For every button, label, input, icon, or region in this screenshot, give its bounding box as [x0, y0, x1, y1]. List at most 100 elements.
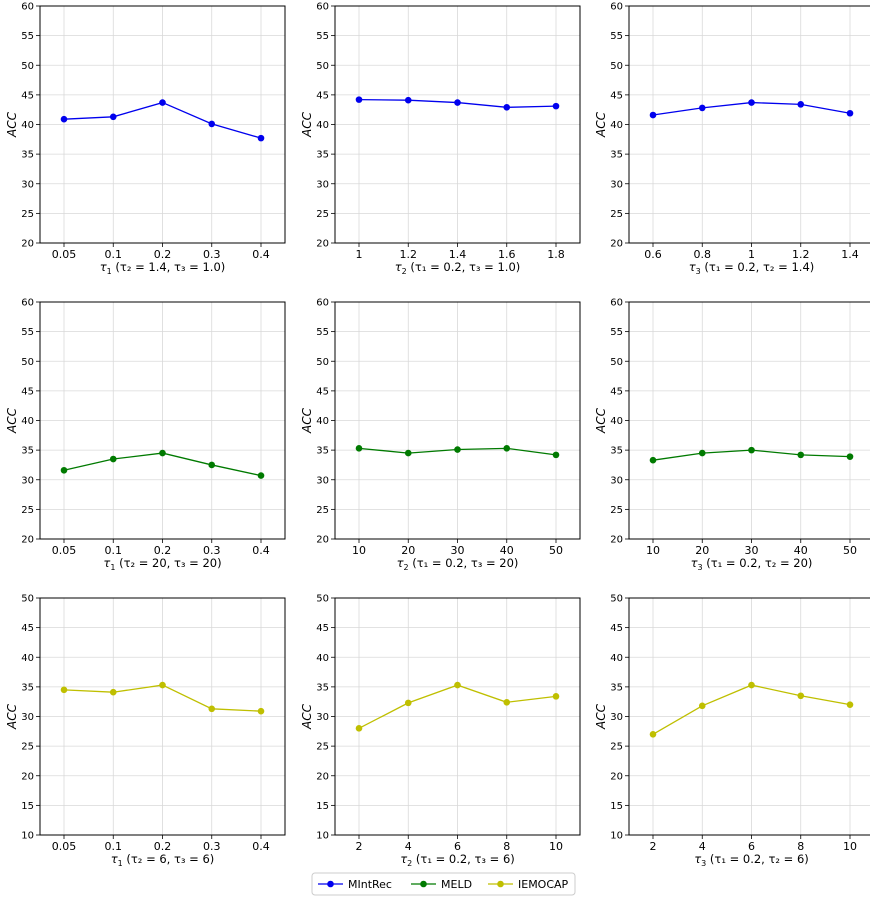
x-axis-subscript: 1	[110, 563, 115, 572]
y-tick-label: 60	[21, 2, 34, 13]
x-tick-label: 1.2	[400, 248, 418, 261]
x-axis-label: τ3 (τ₁ = 0.2, τ₂ = 6)	[694, 852, 809, 868]
y-tick-label: 15	[610, 801, 623, 812]
x-axis-subscript: 3	[698, 563, 703, 572]
panel-2: 20 25 30 35 40 45 50 55 60 1 1.2 1.4 1.6 1.8 ACC τ2 (τ₁…	[300, 2, 581, 276]
x-axis-params: (τ₂ = 6, τ₃ = 6)	[123, 852, 215, 866]
legend-marker-mintrec	[327, 880, 334, 888]
y-tick-label: 30	[316, 475, 329, 486]
data-point	[355, 445, 363, 452]
y-tick-label: 45	[21, 623, 34, 634]
x-axis-symbol: τ	[103, 556, 110, 570]
y-tick-label: 35	[21, 446, 34, 457]
y-tick-label: 55	[610, 327, 623, 338]
x-tick-label: 0.4	[252, 248, 270, 261]
x-tick-label: 0.05	[52, 840, 77, 853]
x-tick-label: 1.6	[498, 248, 516, 261]
x-axis-params: (τ₂ = 20, τ₃ = 20)	[115, 556, 221, 570]
x-axis-params: (τ₁ = 0.2, τ₂ = 1.4)	[701, 260, 814, 274]
data-point	[355, 96, 363, 103]
y-tick-label: 10	[610, 831, 623, 842]
y-tick-label: 30	[610, 712, 623, 723]
y-tick-label: 40	[316, 653, 329, 664]
data-point	[552, 451, 560, 459]
y-tick-label: 55	[316, 327, 329, 338]
y-tick-label: 50	[610, 594, 623, 605]
y-tick-label: 20	[316, 239, 329, 250]
y-tick-label: 50	[21, 61, 34, 72]
y-tick-label: 30	[21, 712, 34, 723]
y-tick-label: 30	[610, 475, 623, 486]
panel-1: 20 25 30 35 40 45 50 55 60 0.05 0.1 0.2 0.3 0.4 ACC τ1 …	[5, 2, 286, 276]
y-tick-label: 20	[316, 771, 329, 782]
x-tick-label: 1	[748, 248, 755, 261]
y-tick-label: 45	[316, 386, 329, 397]
x-tick-label: 50	[843, 544, 857, 557]
data-point	[797, 101, 805, 108]
y-tick-label: 45	[21, 90, 34, 101]
data-point	[503, 445, 511, 452]
data-point	[846, 109, 854, 117]
y-tick-label: 60	[316, 2, 329, 13]
y-tick-label: 60	[21, 298, 34, 309]
x-axis-params: (τ₂ = 1.4, τ₃ = 1.0)	[112, 260, 225, 274]
y-tick-label: 10	[316, 831, 329, 842]
y-tick-label: 45	[316, 623, 329, 634]
y-tick-label: 40	[21, 120, 34, 131]
data-point	[649, 730, 657, 738]
legend-label-meld: MELD	[441, 878, 472, 891]
x-axis-subscript: 3	[696, 267, 701, 276]
data-point	[208, 705, 216, 713]
x-tick-label: 30	[745, 544, 759, 557]
data-point	[109, 455, 117, 463]
y-tick-label: 25	[316, 505, 329, 516]
y-axis-label: ACC	[300, 703, 314, 730]
x-tick-label: 1.4	[449, 248, 467, 261]
data-point	[159, 99, 166, 106]
x-tick-label: 0.2	[154, 544, 172, 557]
x-tick-label: 1.2	[792, 248, 810, 261]
x-axis-params: (τ₁ = 0.2, τ₃ = 1.0)	[407, 260, 520, 274]
panel-3: 20 25 30 35 40 45 50 55 60 0.6 0.8 1 1.2 1.4 ACC τ3 (τ₁…	[594, 2, 870, 276]
y-tick-label: 20	[610, 535, 623, 546]
panel-9: 10 15 20 25 30 35 40 45 50 2 4 6 8 10 ACC τ3 (τ₁ = 0.2,…	[594, 594, 870, 868]
data-point	[649, 456, 657, 464]
x-tick-label: 10	[352, 544, 366, 557]
y-tick-label: 60	[610, 298, 623, 309]
x-axis-label: τ3 (τ₁ = 0.2, τ₂ = 1.4)	[689, 260, 815, 276]
x-tick-label: 8	[797, 840, 804, 853]
x-tick-label: 6	[454, 840, 461, 853]
y-tick-label: 40	[21, 416, 34, 427]
legend-frame	[311, 872, 576, 896]
x-tick-label: 4	[405, 840, 412, 853]
y-tick-label: 50	[610, 357, 623, 368]
data-point	[846, 453, 854, 460]
y-tick-label: 30	[316, 179, 329, 190]
y-tick-label: 55	[21, 327, 34, 338]
x-tick-label: 10	[549, 840, 563, 853]
y-tick-label: 40	[21, 653, 34, 664]
y-tick-label: 45	[610, 623, 623, 634]
x-axis-params: (τ₁ = 0.2, τ₃ = 6)	[412, 852, 515, 866]
y-tick-label: 35	[610, 150, 623, 161]
data-point	[846, 701, 854, 708]
y-tick-label: 25	[610, 209, 623, 220]
x-tick-label: 2	[650, 840, 657, 853]
y-axis-label: ACC	[5, 703, 19, 730]
x-axis-symbol: τ	[691, 556, 698, 570]
x-axis-subscript: 2	[407, 859, 412, 868]
y-tick-label: 15	[21, 801, 34, 812]
data-point	[159, 681, 166, 689]
y-tick-label: 35	[610, 446, 623, 457]
chart-panels: 20 25 30 35 40 45 50 55 60 0.05 0.1 0.2 0.3 0.4 ACC τ1 …	[5, 2, 870, 868]
y-axis-label: ACC	[594, 703, 608, 730]
data-point	[797, 692, 805, 700]
y-tick-label: 40	[316, 120, 329, 131]
x-tick-label: 20	[401, 544, 415, 557]
x-axis-params: (τ₁ = 0.2, τ₂ = 20)	[703, 556, 813, 570]
y-tick-label: 20	[316, 535, 329, 546]
y-tick-label: 20	[610, 239, 623, 250]
y-tick-label: 30	[316, 712, 329, 723]
y-tick-label: 35	[21, 682, 34, 693]
y-tick-label: 35	[610, 682, 623, 693]
